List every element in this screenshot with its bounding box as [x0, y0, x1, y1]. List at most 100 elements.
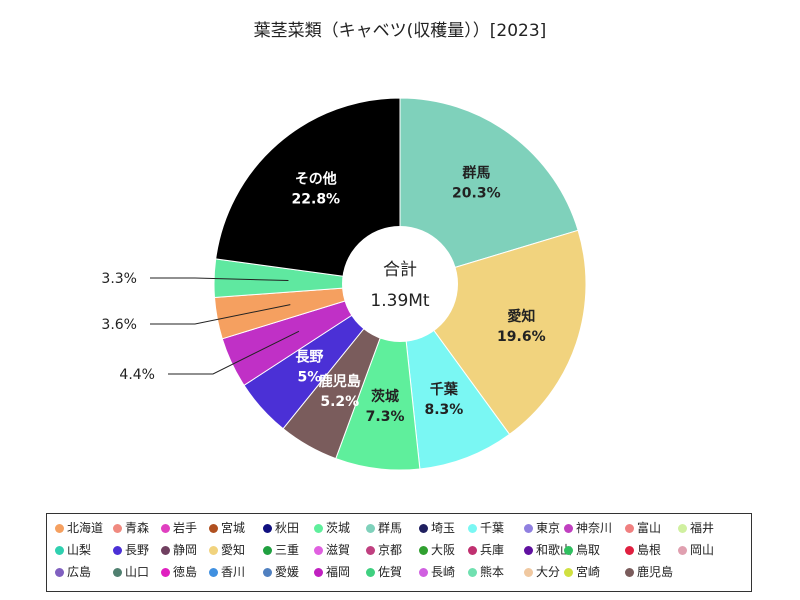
legend-swatch [366, 524, 375, 533]
legend-swatch [366, 568, 375, 577]
legend-item: 徳島 [161, 565, 197, 579]
legend-item: 山口 [113, 565, 149, 579]
legend-item: 富山 [625, 521, 661, 535]
slice-value-label: 8.3% [425, 402, 464, 418]
legend-swatch [161, 568, 170, 577]
legend-item: 北海道 [55, 521, 103, 535]
legend-swatch [113, 524, 122, 533]
legend-item: 東京 [524, 521, 560, 535]
legend-swatch [209, 568, 218, 577]
legend-swatch [678, 524, 687, 533]
legend-swatch [263, 568, 272, 577]
legend-label: 福岡 [326, 565, 351, 579]
legend-swatch [524, 568, 533, 577]
legend-swatch [468, 524, 477, 533]
legend-label: 熊本 [480, 565, 505, 579]
center-hole [342, 226, 458, 342]
legend-item: 岩手 [161, 521, 197, 535]
legend-label: 長野 [125, 543, 150, 557]
slice-value-label: 19.6% [497, 329, 546, 345]
legend-item: 長崎 [419, 565, 455, 579]
legend-item: 静岡 [161, 543, 197, 557]
legend-swatch [524, 546, 533, 555]
legend-swatch [55, 524, 64, 533]
legend-item: 青森 [113, 521, 149, 535]
legend-label: 三重 [275, 543, 300, 557]
legend-item: 福井 [678, 521, 714, 535]
legend-label: 富山 [637, 521, 662, 535]
legend-item: 神奈川 [564, 521, 612, 535]
legend-label: 鹿児島 [637, 565, 674, 579]
legend-item: 山梨 [55, 543, 91, 557]
legend-swatch [55, 568, 64, 577]
legend-item: 滋賀 [314, 543, 350, 557]
legend-item: 長野 [113, 543, 149, 557]
legend-item: 埼玉 [419, 521, 455, 535]
legend-swatch [314, 568, 323, 577]
legend-label: 佐賀 [378, 565, 403, 579]
legend-swatch [468, 546, 477, 555]
legend-label: 和歌山 [536, 543, 573, 557]
legend-label: 宮城 [221, 521, 246, 535]
legend-swatch [625, 568, 634, 577]
legend-label: 長崎 [431, 565, 456, 579]
legend-swatch [564, 546, 573, 555]
chart-title: 葉茎菜類（キャベツ(収穫量））[2023] [254, 21, 547, 41]
legend-swatch [366, 546, 375, 555]
legend-swatch [161, 524, 170, 533]
slice-value-label: 3.3% [101, 271, 137, 287]
legend-item: 宮崎 [564, 565, 600, 579]
legend-item: 島根 [625, 543, 661, 557]
legend-item: 千葉 [468, 521, 504, 535]
legend-label: 山口 [125, 565, 150, 579]
legend-item: 大分 [524, 565, 560, 579]
legend-item: 福岡 [314, 565, 350, 579]
legend-swatch [678, 546, 687, 555]
legend-label: 岡山 [690, 543, 715, 557]
legend-swatch [55, 546, 64, 555]
legend-item: 兵庫 [468, 543, 504, 557]
legend-label: 東京 [536, 521, 561, 535]
legend-swatch [625, 524, 634, 533]
legend-label: 香川 [221, 565, 246, 579]
legend-swatch [564, 568, 573, 577]
legend-item: 大阪 [419, 543, 455, 557]
legend-item: 岡山 [678, 543, 714, 557]
legend-swatch [625, 546, 634, 555]
legend-label: 滋賀 [326, 543, 351, 557]
legend-swatch [314, 524, 323, 533]
legend-label: 大分 [536, 565, 561, 579]
legend-swatch [161, 546, 170, 555]
legend: 北海道 青森 岩手 宮城 秋田 茨城 群馬 埼玉 千葉 東京 神奈川 富山 福井山梨 長野 静岡 愛知 三重 滋賀… [46, 513, 752, 592]
legend-swatch [419, 546, 428, 555]
slice-value-label: 20.3% [452, 185, 501, 201]
center-total-label: 合計 [383, 260, 417, 280]
legend-swatch [524, 524, 533, 533]
legend-label: 神奈川 [576, 521, 613, 535]
legend-item: 群馬 [366, 521, 402, 535]
slice-name-label: その他 [295, 171, 337, 188]
legend-label: 群馬 [378, 521, 403, 535]
legend-label: 北海道 [67, 521, 104, 535]
legend-item: 京都 [366, 543, 402, 557]
legend-swatch [468, 568, 477, 577]
legend-label: 島根 [637, 543, 662, 557]
legend-label: 茨城 [326, 521, 351, 535]
legend-swatch [419, 524, 428, 533]
legend-item: 佐賀 [366, 565, 402, 579]
legend-swatch [419, 568, 428, 577]
center-total-value: 1.39Mt [370, 291, 430, 311]
pie-slice [399, 97, 579, 285]
legend-label: 大阪 [431, 543, 456, 557]
leader-line [150, 304, 291, 325]
legend-item: 愛知 [209, 543, 245, 557]
legend-swatch [263, 546, 272, 555]
legend-swatch [564, 524, 573, 533]
pie-slice [215, 97, 401, 285]
legend-item: 茨城 [314, 521, 350, 535]
slice-name-label: 千葉 [430, 381, 459, 398]
slice-value-label: 5% [297, 370, 321, 386]
legend-label: 秋田 [275, 521, 300, 535]
legend-label: 愛媛 [275, 565, 300, 579]
